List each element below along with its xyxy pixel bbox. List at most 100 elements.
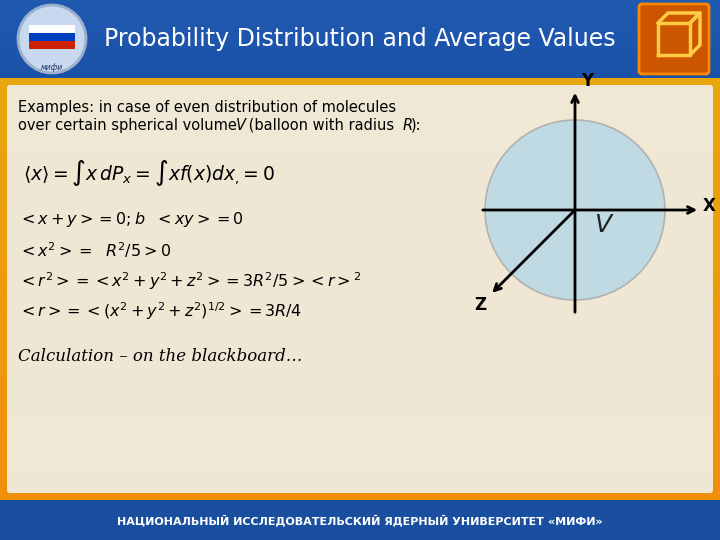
Text: Examples: in case of even distribution of molecules: Examples: in case of even distribution o… xyxy=(18,100,396,115)
Bar xyxy=(0,183,720,184)
Bar xyxy=(0,58,720,59)
Bar xyxy=(0,223,720,224)
Bar xyxy=(0,299,720,300)
Bar xyxy=(0,250,720,251)
Bar xyxy=(0,22,720,23)
Bar xyxy=(0,323,720,324)
Bar xyxy=(0,288,720,289)
Bar xyxy=(0,78,720,79)
Bar xyxy=(0,368,720,369)
Bar xyxy=(0,509,720,510)
Bar xyxy=(0,519,720,520)
Bar xyxy=(29,25,75,33)
Bar xyxy=(0,56,720,57)
Bar xyxy=(0,51,720,52)
Bar xyxy=(0,16,720,17)
Bar xyxy=(0,22,720,23)
Bar xyxy=(0,194,720,195)
Bar xyxy=(0,517,720,518)
Bar xyxy=(0,93,720,94)
Bar xyxy=(0,67,720,68)
Bar xyxy=(0,161,720,162)
Bar xyxy=(0,159,720,160)
Bar xyxy=(0,303,720,304)
Bar xyxy=(0,137,720,138)
Bar xyxy=(0,34,720,35)
Bar xyxy=(0,158,720,159)
Bar xyxy=(0,453,720,454)
Bar xyxy=(0,19,720,20)
Bar xyxy=(0,456,720,457)
Bar xyxy=(0,217,720,218)
Bar xyxy=(0,284,720,285)
Bar xyxy=(0,447,720,448)
Bar xyxy=(0,195,720,196)
Bar xyxy=(0,321,720,322)
Bar xyxy=(0,45,720,46)
Bar xyxy=(0,512,720,513)
Bar xyxy=(0,19,720,20)
Bar xyxy=(0,335,720,336)
Text: $< x^2> = \ \ R^2/5 >0$: $< x^2> = \ \ R^2/5 >0$ xyxy=(18,240,171,260)
Bar xyxy=(0,469,720,470)
Bar xyxy=(0,338,720,339)
Bar xyxy=(0,108,720,109)
Bar xyxy=(0,39,720,40)
Bar xyxy=(0,79,720,80)
Bar xyxy=(0,23,720,24)
Bar xyxy=(0,66,720,67)
Bar xyxy=(0,188,720,189)
Bar xyxy=(0,309,720,310)
Bar xyxy=(0,62,720,63)
Text: Probability Distribution and Average Values: Probability Distribution and Average Val… xyxy=(104,27,616,51)
Bar xyxy=(0,149,720,150)
Bar xyxy=(0,521,720,522)
Bar xyxy=(0,436,720,437)
Bar xyxy=(0,181,720,182)
Bar xyxy=(0,410,720,411)
Bar xyxy=(0,396,720,397)
Bar xyxy=(0,121,720,122)
Bar xyxy=(0,273,720,274)
Bar xyxy=(0,275,720,276)
Bar xyxy=(0,374,720,375)
Bar xyxy=(0,36,720,37)
Bar xyxy=(0,33,720,34)
Text: R: R xyxy=(403,118,413,133)
Bar xyxy=(0,235,720,236)
Bar xyxy=(0,326,720,327)
Bar xyxy=(0,522,720,523)
Bar xyxy=(0,187,720,188)
Bar xyxy=(0,372,720,373)
Bar xyxy=(0,231,720,232)
Bar xyxy=(0,466,720,467)
Bar xyxy=(0,50,720,51)
Bar xyxy=(0,218,720,219)
Bar xyxy=(0,123,720,124)
Bar xyxy=(0,500,720,501)
Bar xyxy=(0,25,720,26)
Bar xyxy=(0,515,720,516)
Bar xyxy=(0,15,720,16)
Bar xyxy=(0,115,720,116)
Bar xyxy=(0,26,720,27)
Bar xyxy=(0,162,720,163)
Bar xyxy=(0,3,720,4)
Bar xyxy=(0,399,720,400)
Bar xyxy=(0,238,720,239)
Bar xyxy=(0,230,720,231)
Bar xyxy=(0,389,720,390)
Bar xyxy=(0,229,720,230)
Bar xyxy=(0,10,720,11)
Bar xyxy=(0,468,720,469)
Bar xyxy=(0,127,720,128)
Bar xyxy=(0,488,720,489)
Bar xyxy=(0,255,720,256)
Bar xyxy=(0,381,720,382)
Bar xyxy=(0,306,720,307)
Bar xyxy=(0,483,720,484)
Bar xyxy=(0,482,720,483)
Bar xyxy=(0,106,720,107)
Bar xyxy=(0,264,720,265)
Bar xyxy=(0,245,720,246)
